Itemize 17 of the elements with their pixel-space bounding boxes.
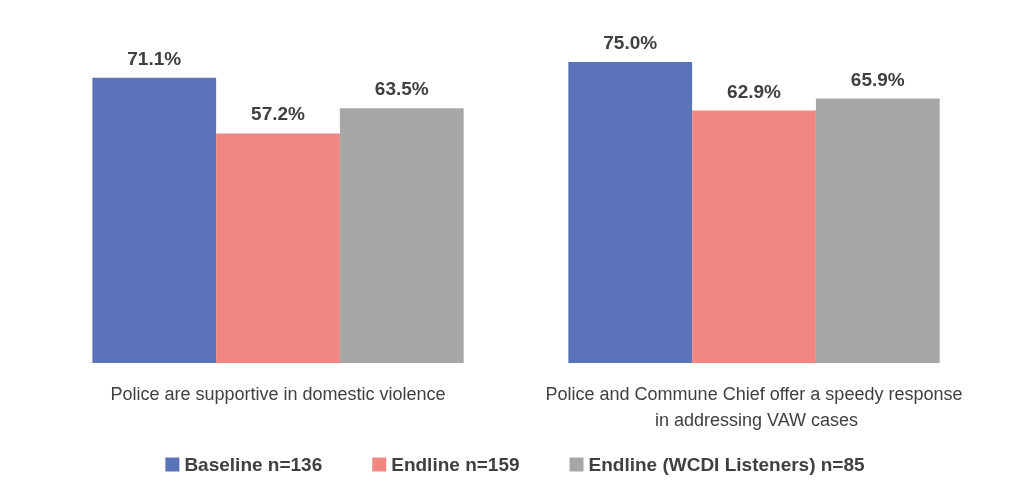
legend-label: Baseline n=136: [184, 454, 323, 475]
bar: [692, 110, 816, 363]
bar: [815, 98, 940, 363]
x-tick-label: Police are supportive in domestic violence: [110, 384, 446, 404]
data-label: 57.2%: [251, 103, 306, 125]
legend-label: Endline (WCDI Listeners) n=85: [588, 454, 866, 475]
data-label: 62.9%: [727, 80, 782, 102]
bar: [216, 133, 340, 363]
data-label: 65.9%: [850, 68, 905, 90]
bar: [92, 77, 217, 363]
bar: [568, 62, 693, 363]
x-tick-label: Police and Commune Chief offer a speedy response in addressing VAW cases: [545, 384, 963, 430]
data-label: 75.0%: [603, 32, 658, 54]
bar: [339, 108, 464, 363]
data-label: 63.5%: [374, 78, 429, 100]
data-label: 71.1%: [127, 47, 182, 69]
legend-label: Endline n=159: [391, 454, 520, 475]
